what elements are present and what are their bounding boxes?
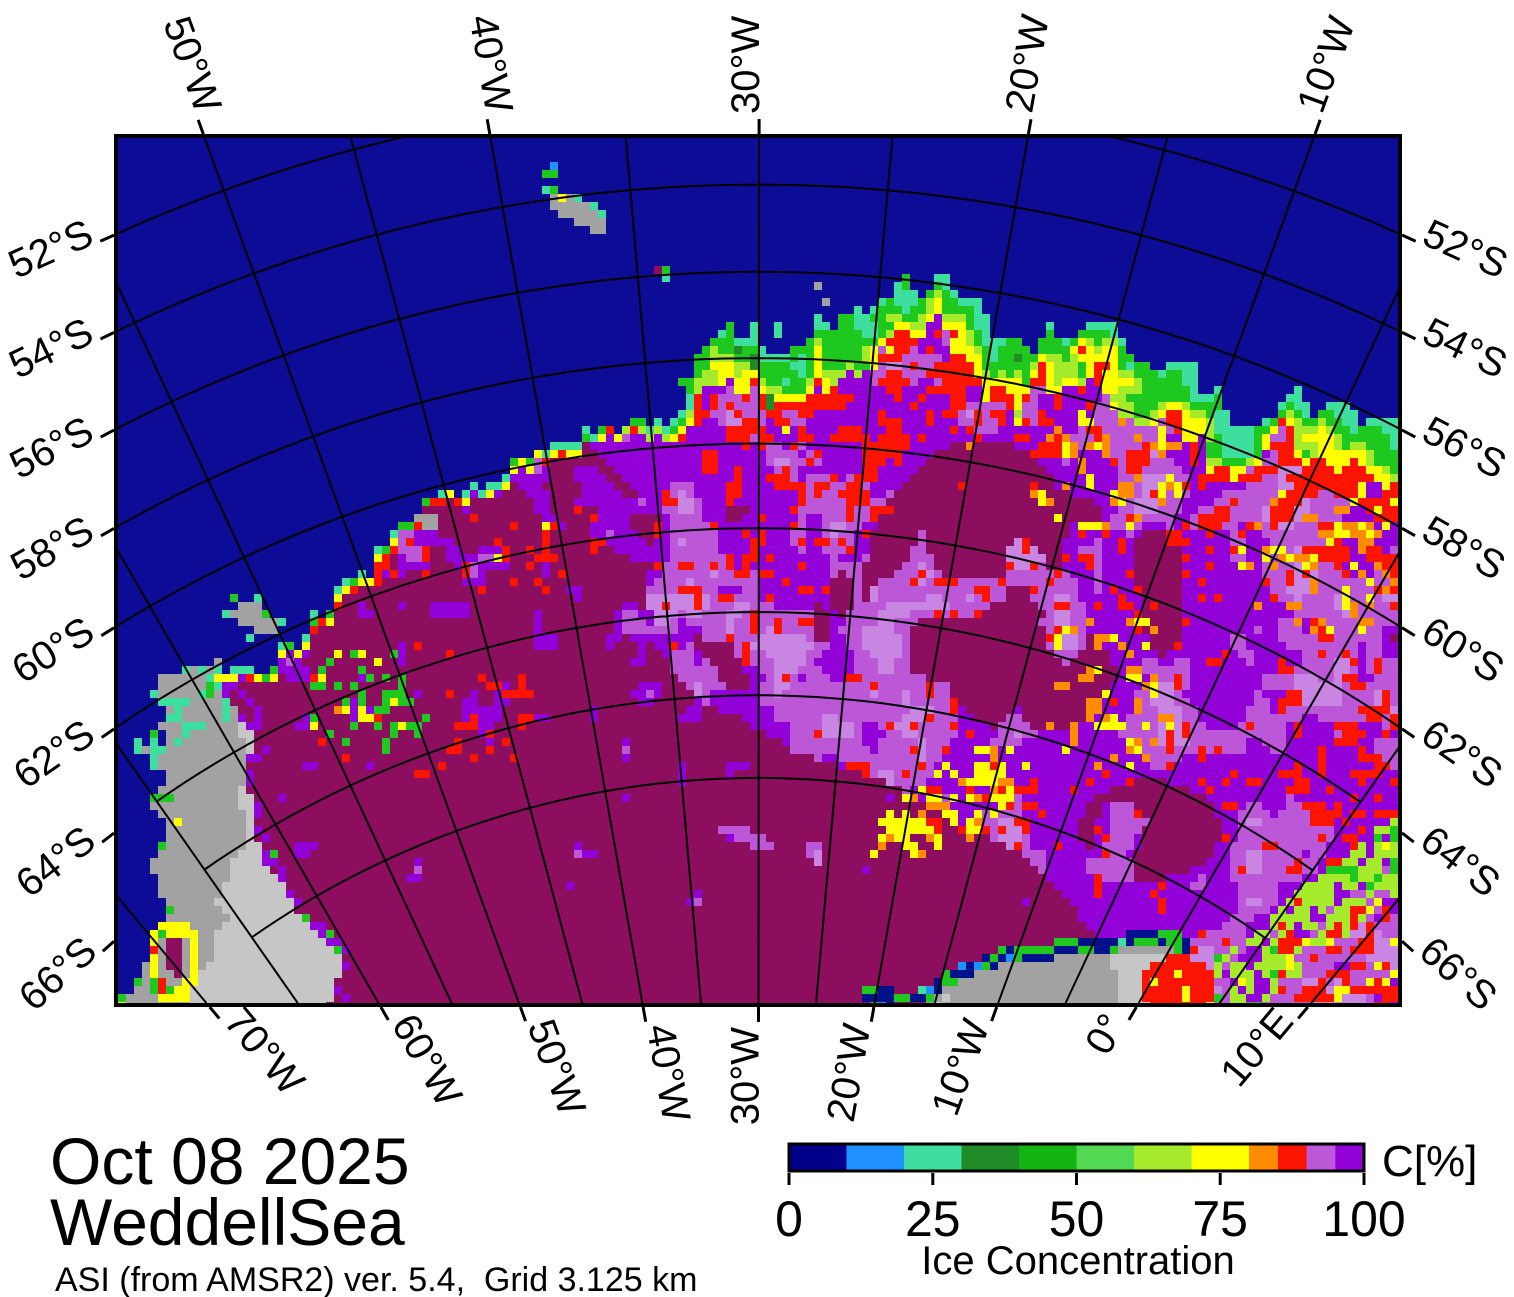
svg-text:50: 50	[1049, 1191, 1105, 1247]
svg-text:25: 25	[905, 1191, 961, 1247]
svg-text:0: 0	[775, 1191, 803, 1247]
svg-text:100: 100	[1322, 1191, 1405, 1247]
svg-text:30°W: 30°W	[724, 16, 768, 114]
svg-text:ASI (from AMSR2) ver. 5.4, Gr: ASI (from AMSR2) ver. 5.4, Grid 3.125 km	[55, 1261, 697, 1297]
svg-text:30°W: 30°W	[724, 1027, 768, 1125]
svg-text:Oct 08 2025: Oct 08 2025	[50, 1124, 410, 1198]
svg-text:C[%]: C[%]	[1382, 1137, 1477, 1186]
svg-text:WeddellSea: WeddellSea	[50, 1185, 405, 1259]
svg-text:75: 75	[1192, 1191, 1248, 1247]
svg-text:Ice Concentration: Ice Concentration	[921, 1239, 1235, 1283]
